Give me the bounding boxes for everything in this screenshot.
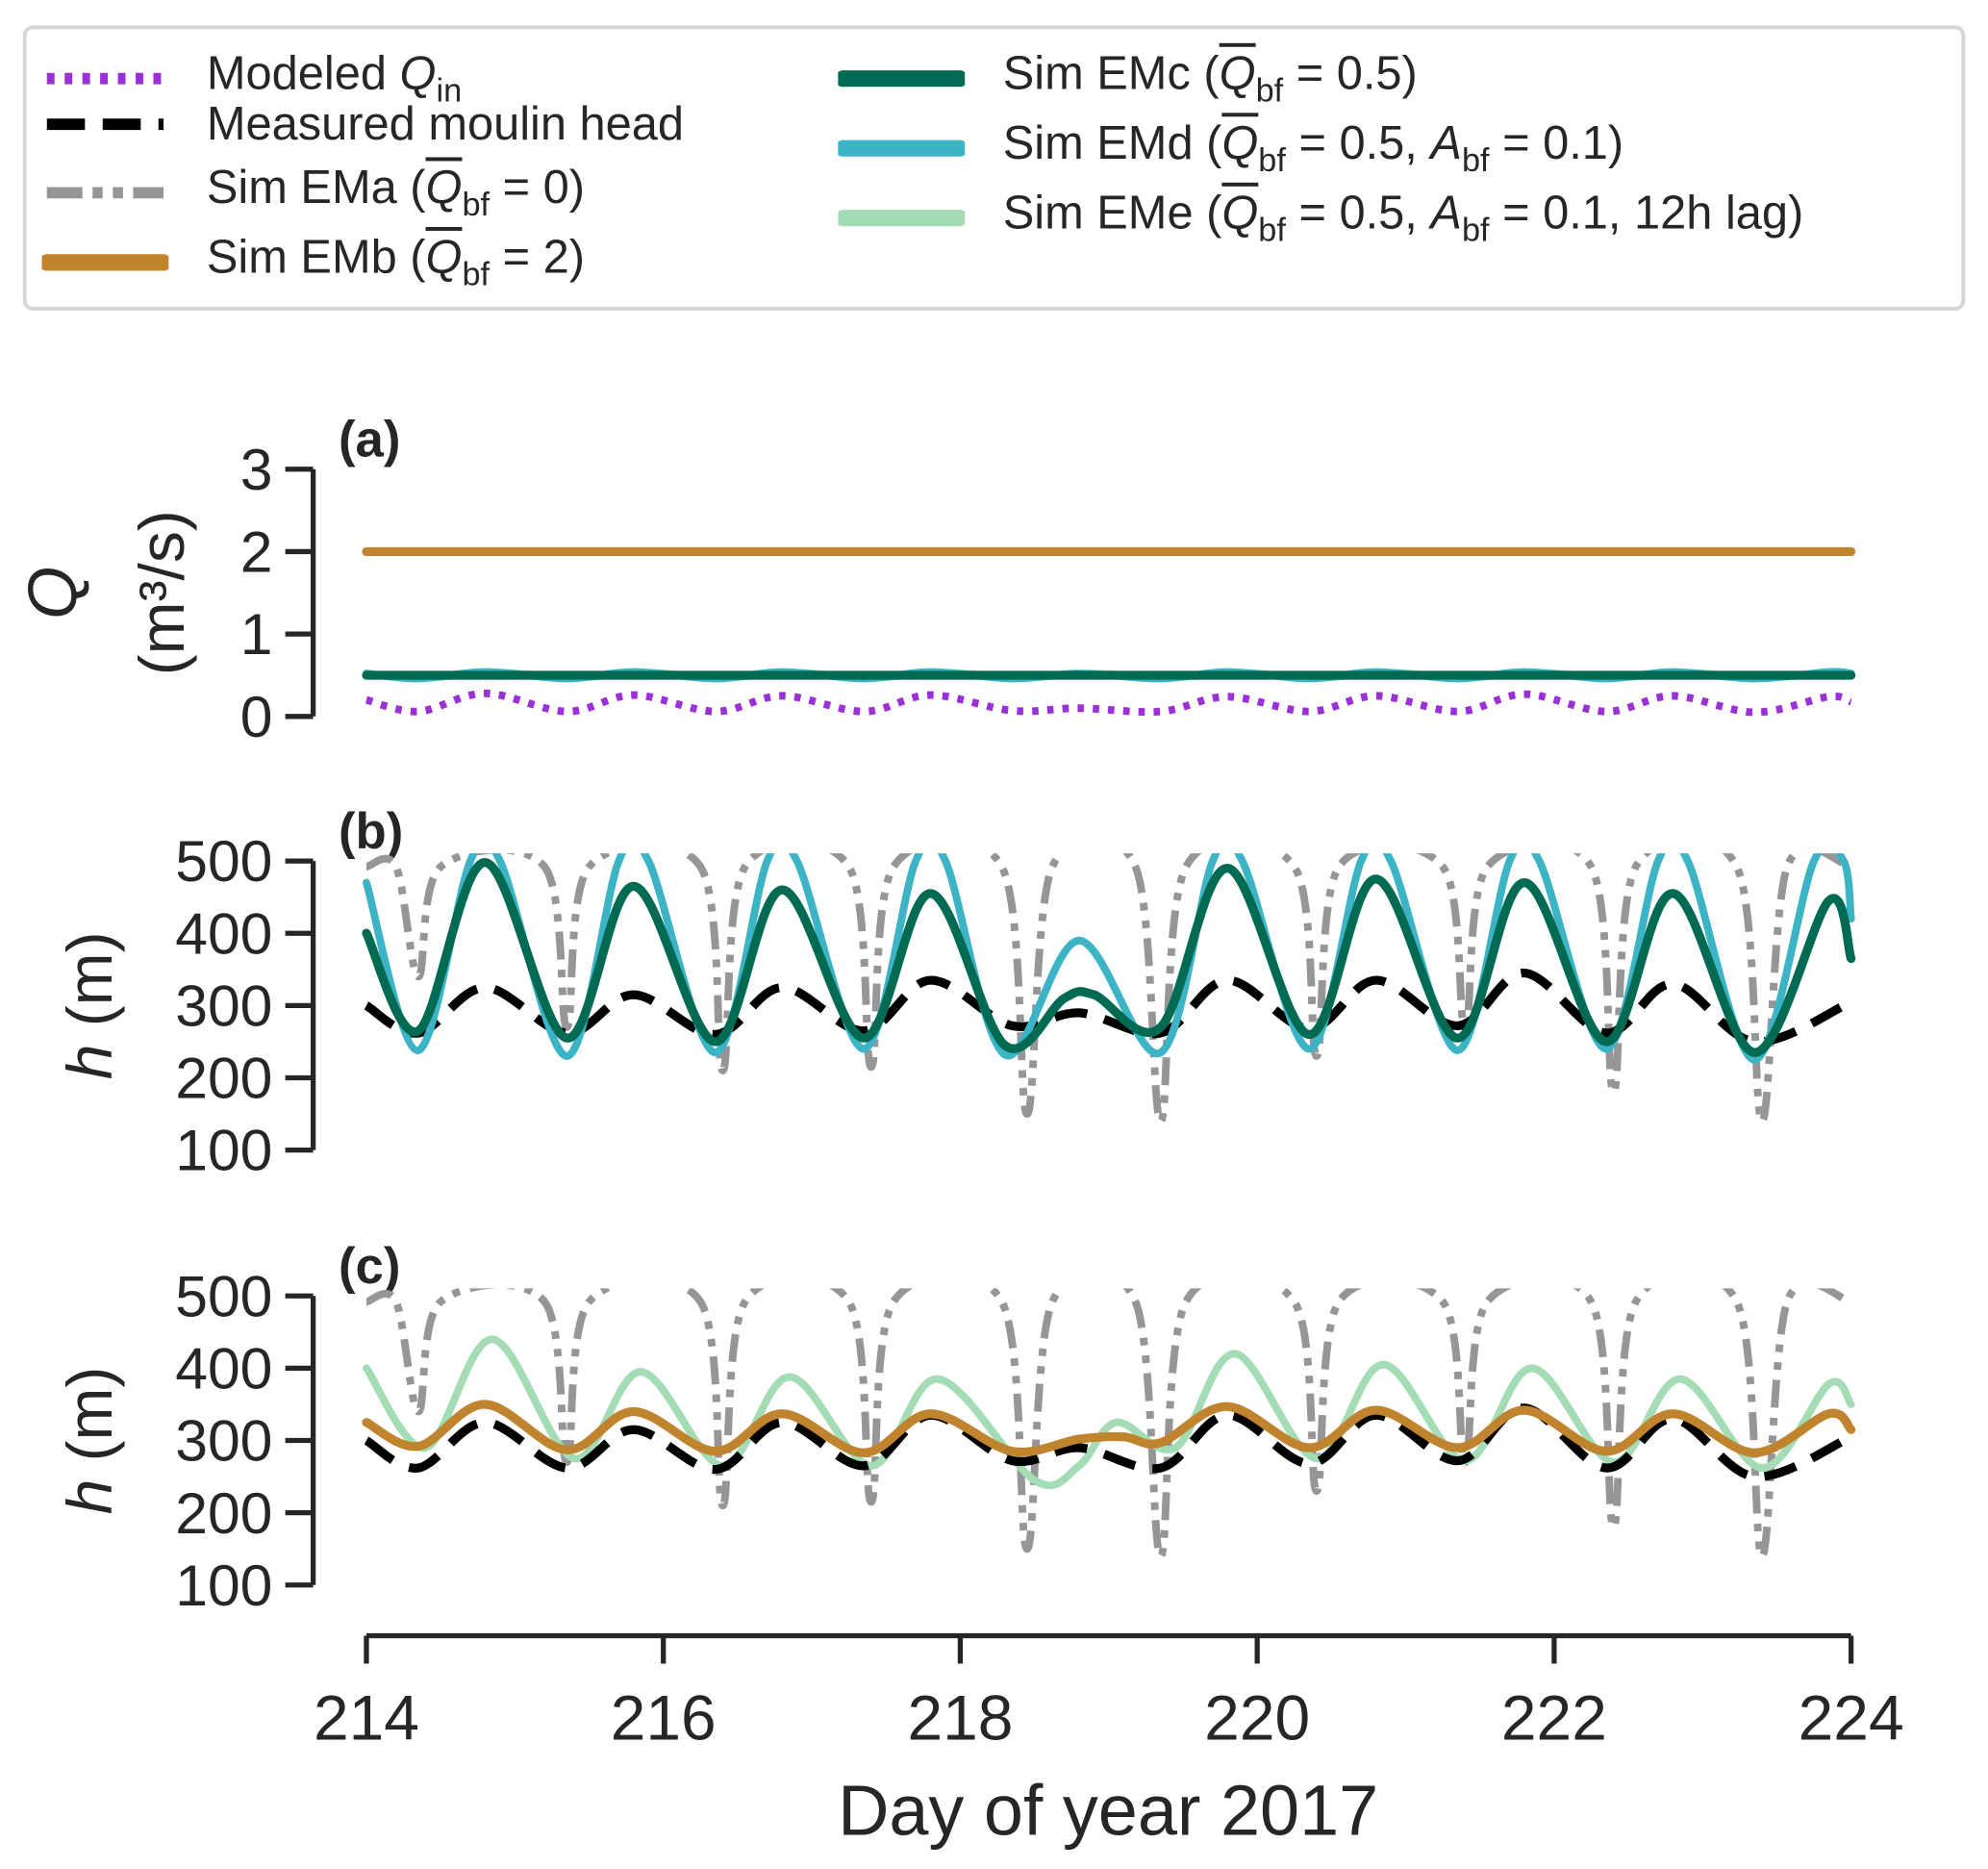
legend-entry-eme: Sim EMe (Qbf = 0.5, Abf = 0.1, 12h lag): [838, 187, 1803, 250]
legend-entry-ema: Sim EMa (Qbf = 0): [42, 161, 586, 224]
series-ema: [365, 1288, 1852, 1560]
x-tick-label: 222: [1501, 1682, 1607, 1754]
legend-swatch: [46, 72, 164, 85]
legend-entry-qin: Modeled Qin: [42, 46, 463, 111]
x-tick-label: 220: [1204, 1682, 1310, 1754]
y-tick-label: 100: [175, 1118, 272, 1183]
y-tick-label: 200: [175, 1480, 272, 1546]
legend-entry-emc: Sim EMc (Qbf = 0.5): [838, 46, 1418, 111]
y-axis-label: h (m): [54, 931, 125, 1079]
legend-label: Modeled Qin: [206, 46, 463, 110]
legend-entry-emb: Sim EMb (Qbf = 2): [41, 230, 586, 294]
series-qin: [365, 689, 1853, 717]
x-axis: 214 216 218 220 222 224 Day of year 2017: [314, 1632, 1904, 1850]
series-ema: [365, 853, 1852, 1125]
x-tick-label: 214: [314, 1682, 419, 1754]
panel-label: (b): [339, 803, 403, 860]
legend-label: Sim EMb (Qbf = 2): [206, 230, 586, 293]
y-tick-label: 300: [175, 972, 272, 1038]
legend-entry-meas: Measured moulin head: [42, 97, 685, 151]
legend-label: Sim EMe (Qbf = 0.5, Abf = 0.1, 12h lag): [1002, 186, 1804, 249]
y-axis-unit: (m³/s): [126, 510, 197, 675]
y-tick-label: 500: [175, 828, 272, 894]
series-meas: [364, 1403, 1853, 1481]
legend-swatch: [46, 118, 164, 131]
y-tick-label: 200: [175, 1046, 272, 1111]
legend-swatch: [838, 210, 966, 227]
series-emb: [362, 1400, 1856, 1457]
panel-label: (c): [339, 1238, 400, 1295]
y-tick-label: 400: [175, 900, 272, 966]
panel-a: 0 1 2 3 (a) Q (m³/s): [15, 412, 1856, 749]
y-tick-label: 300: [175, 1408, 272, 1474]
x-tick-label: 216: [611, 1682, 717, 1754]
legend: Modeled Qin Measured moulin head Sim EMa (…: [22, 25, 1966, 311]
y-tick-label: 3: [240, 437, 273, 502]
legend-label: Sim EMa (Qbf = 0): [206, 161, 586, 224]
x-tick-label: 218: [907, 1682, 1013, 1754]
y-tick-label: 0: [240, 684, 273, 749]
legend-label: Sim EMc (Qbf = 0.5): [1002, 46, 1418, 110]
legend-swatch: [838, 139, 966, 157]
legend-label: Measured moulin head: [206, 97, 685, 150]
y-tick-label: 500: [175, 1263, 272, 1328]
y-tick-label: 100: [175, 1553, 272, 1618]
y-axis-label: h (m): [54, 1367, 125, 1515]
series-emc: [362, 857, 1856, 1057]
y-axis-label: Q: [15, 567, 91, 619]
panel-label: (a): [339, 412, 400, 468]
legend-swatch: [41, 254, 169, 271]
legend-entry-emd: Sim EMd (Qbf = 0.5, Abf = 0.1): [838, 116, 1623, 180]
legend-label: Sim EMd (Qbf = 0.5, Abf = 0.1): [1002, 116, 1624, 179]
x-tick-label: 224: [1799, 1682, 1904, 1754]
y-tick-label: 400: [175, 1335, 272, 1401]
y-tick-label: 2: [240, 519, 273, 585]
x-axis-label: Day of year 2017: [838, 1770, 1378, 1850]
legend-swatch: [46, 187, 164, 199]
legend-swatch: [838, 70, 966, 88]
series-meas: [364, 968, 1853, 1047]
y-tick-label: 1: [240, 601, 273, 667]
